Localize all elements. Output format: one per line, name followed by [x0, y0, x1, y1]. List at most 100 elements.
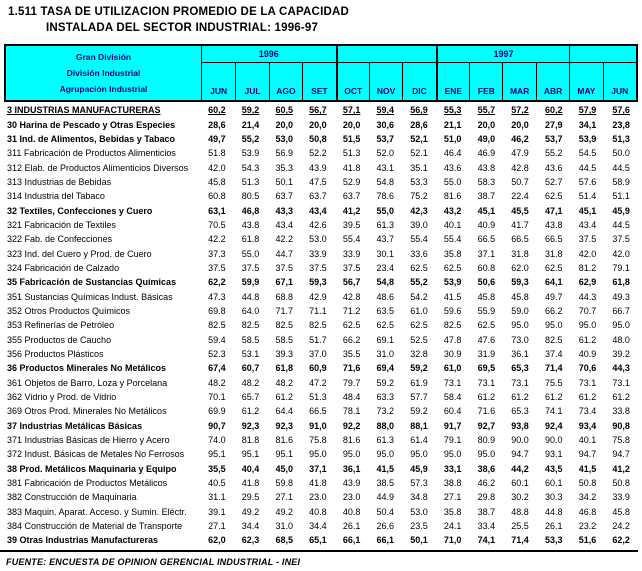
row-value: 53.1: [241, 349, 260, 360]
table-row: 36 Productos Minerales No Metálicos 67,4 6…: [4, 361, 638, 375]
row-label: 314 Industria del Tabaco: [7, 191, 105, 202]
row-value: 58.5: [275, 334, 293, 345]
row-label: 311 Fabricación de Productos Alimenticio…: [7, 148, 176, 159]
table-row: 355 Productos de Caucho 59.4 58.5 58.5 51.7 6…: [4, 333, 638, 347]
row-value: 88,1: [410, 420, 428, 431]
row-value: 32.8: [410, 349, 428, 360]
row-value: 37.5: [342, 262, 361, 273]
row-value: 48.0: [612, 334, 630, 345]
row-value: 95.0: [578, 320, 597, 331]
row-value: 26.1: [342, 521, 361, 532]
row-value: 74.1: [545, 406, 563, 417]
row-value: 59,9: [241, 277, 260, 288]
row-value: 35.8: [443, 506, 462, 517]
row-value: 94.7: [612, 449, 630, 460]
row-value: 59.2: [376, 377, 395, 388]
month-header: AGO: [268, 63, 302, 100]
row-value: 29.8: [477, 492, 496, 503]
row-value: 53,0: [275, 133, 293, 144]
row-value: 61,8: [275, 363, 293, 374]
row-value: 49,0: [477, 133, 496, 144]
row-value: 55,7: [477, 105, 496, 116]
row-value: 27.1: [208, 521, 226, 532]
row-value: 61.2: [545, 392, 563, 403]
row-value: 90,7: [208, 420, 226, 431]
row-value: 71.6: [477, 406, 496, 417]
row-value: 47.9: [511, 148, 529, 159]
row-value: 53,9: [443, 277, 462, 288]
row-value: 40.1: [578, 435, 597, 446]
row-label: 362 Vidrio y Prod. de Vidrio: [7, 392, 117, 403]
row-value: 49.2: [241, 506, 260, 517]
row-value: 95.0: [612, 320, 630, 331]
row-value: 90,8: [612, 420, 630, 431]
row-value: 52.2: [309, 148, 327, 159]
row-value: 45,9: [612, 205, 630, 216]
row-value: 61.2: [578, 334, 597, 345]
row-value: 62,3: [241, 535, 260, 546]
row-value: 58.9: [612, 176, 630, 187]
row-value: 26.1: [545, 521, 563, 532]
row-value: 37.0: [309, 349, 327, 360]
row-value: 57.6: [578, 176, 597, 187]
row-value: 51.3: [309, 392, 327, 403]
row-value: 73.1: [578, 377, 597, 388]
row-value: 59.0: [511, 305, 529, 316]
row-value: 40.8: [309, 506, 327, 517]
row-value: 44,3: [612, 363, 630, 374]
row-value: 71,0: [443, 535, 462, 546]
row-value: 94.7: [578, 449, 597, 460]
row-value: 61.2: [578, 392, 597, 403]
row-value: 37.4: [545, 349, 563, 360]
row-value: 21,4: [241, 119, 260, 130]
row-value: 58.5: [241, 334, 260, 345]
row-value: 23,8: [612, 119, 630, 130]
row-value: 53,3: [545, 535, 563, 546]
row-value: 53,9: [578, 133, 597, 144]
row-value: 23.0: [309, 492, 327, 503]
row-value: 42.8: [342, 291, 361, 302]
row-value: 43,3: [275, 205, 293, 216]
row-value: 57,2: [511, 105, 529, 116]
row-value: 28,6: [208, 119, 226, 130]
row-label: 383 Maquin. Aparat. Acceso. y Sumin. Elé…: [7, 506, 187, 517]
row-value: 50.4: [376, 506, 395, 517]
row-label: 382 Construcción de Maquinaria: [7, 492, 137, 503]
row-value: 45,5: [511, 205, 529, 216]
row-value: 92,4: [545, 420, 563, 431]
row-value: 95.0: [477, 449, 496, 460]
row-value: 37.5: [208, 262, 226, 273]
row-value: 51.7: [309, 334, 327, 345]
row-value: 61.3: [376, 219, 395, 230]
table-row: 324 Fabricación de Calzado 37.5 37.5 37.5 37…: [4, 261, 638, 275]
row-value: 95.1: [275, 449, 293, 460]
row-value: 44.9: [376, 492, 395, 503]
row-value: 33.9: [342, 248, 361, 259]
row-value: 52.5: [410, 334, 428, 345]
month-header: MAY: [569, 63, 602, 100]
row-value: 47.3: [208, 291, 226, 302]
row-value: 64.4: [275, 406, 293, 417]
row-value: 44.7: [275, 248, 293, 259]
month-header: JUL: [235, 63, 268, 100]
row-value: 44.8: [545, 506, 563, 517]
table-row: 35 Fabricación de Sustancias Químicas 62,…: [4, 275, 638, 289]
row-value: 65.7: [241, 392, 260, 403]
table-row: 383 Maquin. Aparat. Acceso. y Sumin. Elé…: [4, 505, 638, 519]
row-value: 79.1: [612, 262, 630, 273]
row-value: 95.0: [511, 320, 529, 331]
row-value: 42.2: [275, 234, 293, 245]
row-value: 56,9: [410, 105, 428, 116]
row-value: 95.0: [309, 449, 327, 460]
table-row: 37 Industrias Metálicas Básicas 90,7 92,3 9…: [4, 419, 638, 433]
row-value: 41.8: [241, 478, 260, 489]
row-value: 48.2: [208, 377, 226, 388]
row-value: 38,6: [477, 463, 496, 474]
row-value: 61.3: [376, 435, 395, 446]
row-value: 63.3: [376, 392, 395, 403]
row-value: 80.5: [241, 191, 260, 202]
row-value: 30.2: [511, 492, 529, 503]
row-value: 55,3: [443, 105, 462, 116]
row-value: 45,0: [275, 463, 293, 474]
row-label: 355 Productos de Caucho: [7, 334, 112, 345]
